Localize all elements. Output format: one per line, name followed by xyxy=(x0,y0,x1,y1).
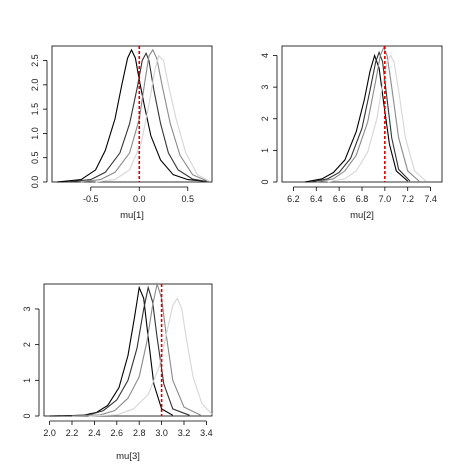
x-axis-label: mu[3] xyxy=(116,451,140,462)
x-tick-label: 2.8 xyxy=(133,428,146,438)
x-tick-label: 0.0 xyxy=(133,194,146,204)
density-line-4 xyxy=(95,54,210,183)
density-line-2 xyxy=(310,50,411,183)
y-tick-label: 2.5 xyxy=(30,54,40,67)
density-line-4 xyxy=(327,54,427,183)
x-tick-label: 2.4 xyxy=(88,428,101,438)
x-tick-label: 6.6 xyxy=(333,194,346,204)
density-line-3 xyxy=(71,281,202,417)
panel-2: 6.2 6.4 6.6 6.8 7.0 7.2 7.4 0 1 2 3 4 mu[2] xyxy=(260,45,443,221)
x-axis: 6.2 6.4 6.6 6.8 7.0 7.2 7.4 xyxy=(287,186,437,204)
x-tick-label: 7.2 xyxy=(401,194,414,204)
x-tick-label: 6.2 xyxy=(287,194,300,204)
y-tick-label: 0 xyxy=(260,179,270,184)
y-axis: 0 1 2 3 xyxy=(22,306,40,419)
x-tick-label: 2.0 xyxy=(43,428,56,438)
y-tick-label: 3 xyxy=(22,306,32,311)
density-curves xyxy=(49,281,213,417)
x-tick-label: 3.0 xyxy=(155,428,168,438)
density-line-2 xyxy=(66,51,208,183)
y-axis: 0.0 0.5 1.0 1.5 2.0 2.5 xyxy=(30,54,48,189)
plot-frame xyxy=(43,283,213,417)
y-tick-label: 3 xyxy=(260,85,270,90)
x-tick-label: 3.2 xyxy=(178,428,191,438)
density-line-1 xyxy=(304,53,409,183)
density-line-1 xyxy=(56,48,208,183)
x-axis-label: mu[2] xyxy=(350,210,374,221)
x-tick-label: 6.8 xyxy=(356,194,369,204)
panel-3: 2.0 2.2 2.4 2.6 2.8 3.0 3.2 3.4 0 1 2 3 mu[3] xyxy=(22,281,213,462)
density-curves xyxy=(304,46,427,183)
x-tick-label: 6.4 xyxy=(310,194,323,204)
x-tick-label: 2.6 xyxy=(111,428,124,438)
x-tick-label: 7.4 xyxy=(424,194,437,204)
plot-frame xyxy=(51,45,213,183)
y-tick-label: 1.5 xyxy=(30,103,40,116)
x-tick-label: -0.5 xyxy=(83,194,99,204)
y-tick-label: 4 xyxy=(260,53,270,58)
y-tick-label: 2 xyxy=(22,342,32,347)
density-line-3 xyxy=(81,48,208,183)
y-tick-label: 2 xyxy=(260,116,270,121)
y-tick-label: 0.0 xyxy=(30,176,40,189)
y-tick-label: 1 xyxy=(22,378,32,383)
density-line-2 xyxy=(60,285,190,417)
y-axis: 0 1 2 3 4 xyxy=(260,53,278,185)
x-tick-label: 7.0 xyxy=(379,194,392,204)
density-line-3 xyxy=(316,46,420,183)
x-tick-label: 3.4 xyxy=(200,428,213,438)
x-axis-label: mu[1] xyxy=(120,210,144,221)
y-tick-label: 0 xyxy=(22,413,32,418)
x-axis: 2.0 2.2 2.4 2.6 2.8 3.0 3.2 3.4 xyxy=(43,420,213,438)
y-tick-label: 0.5 xyxy=(30,151,40,164)
y-tick-label: 1 xyxy=(260,148,270,153)
x-axis: -0.5 0.0 0.5 xyxy=(83,186,194,204)
y-tick-label: 2.0 xyxy=(30,79,40,92)
y-tick-label: 1.0 xyxy=(30,127,40,140)
plot-frame xyxy=(281,45,443,183)
panel-1: -0.5 0.0 0.5 0.0 0.5 1.0 1.5 2.0 2.5 mu[1] xyxy=(30,45,213,221)
density-curves xyxy=(56,48,210,183)
density-line-1 xyxy=(49,285,174,417)
x-tick-label: 2.2 xyxy=(66,428,79,438)
x-tick-label: 0.5 xyxy=(181,194,194,204)
density-line-4 xyxy=(88,297,213,417)
